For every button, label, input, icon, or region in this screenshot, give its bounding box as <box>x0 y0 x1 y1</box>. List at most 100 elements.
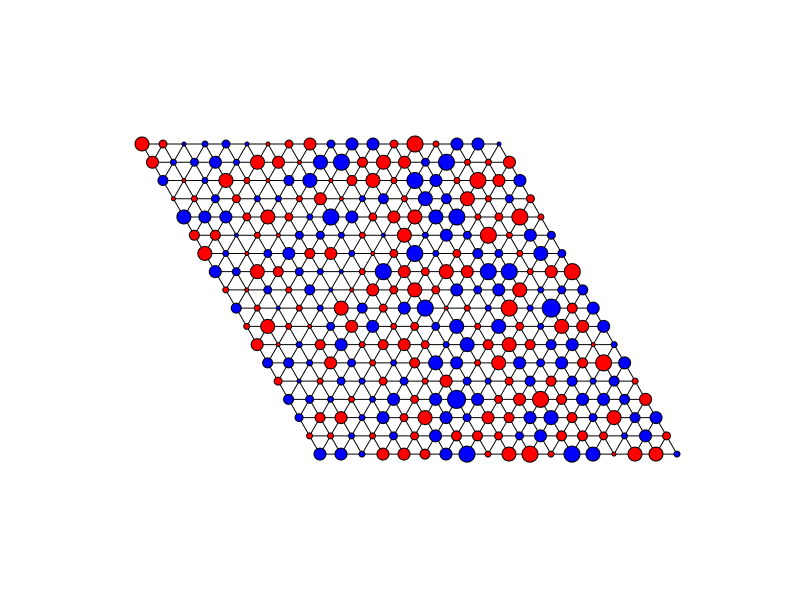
node <box>492 283 506 297</box>
edge <box>613 435 625 455</box>
node <box>431 321 441 331</box>
node <box>324 356 338 370</box>
node <box>494 248 504 258</box>
node <box>337 231 345 239</box>
edge <box>330 180 342 199</box>
node <box>358 450 366 458</box>
edge <box>309 362 321 382</box>
node <box>513 173 527 187</box>
edge <box>277 289 290 309</box>
edge <box>361 435 373 455</box>
node <box>295 341 303 349</box>
node <box>555 356 569 370</box>
node <box>649 411 663 425</box>
node <box>307 323 313 329</box>
node <box>244 250 250 256</box>
edge <box>172 180 185 199</box>
node <box>429 429 443 443</box>
node <box>547 450 555 458</box>
edge <box>488 143 500 163</box>
node <box>586 301 600 315</box>
edge <box>351 417 363 437</box>
node <box>447 389 467 409</box>
edge <box>361 234 374 254</box>
node <box>328 287 334 293</box>
node <box>190 195 198 203</box>
node <box>439 447 453 461</box>
node <box>406 171 424 189</box>
node <box>631 377 639 385</box>
edge <box>361 253 374 272</box>
node <box>389 139 399 149</box>
node <box>285 286 293 294</box>
edge <box>351 271 363 291</box>
node <box>273 376 283 386</box>
node <box>440 193 452 205</box>
node <box>428 355 444 371</box>
node <box>462 230 472 240</box>
node <box>369 359 377 367</box>
node <box>378 376 388 386</box>
edge <box>288 289 300 309</box>
node <box>387 392 401 406</box>
node <box>443 305 449 311</box>
node <box>326 321 336 331</box>
edge <box>246 180 258 199</box>
node <box>516 249 524 257</box>
node <box>537 286 545 294</box>
node <box>541 298 561 318</box>
node <box>294 413 304 423</box>
node <box>474 322 482 330</box>
node <box>369 432 377 440</box>
node <box>449 318 465 334</box>
edge <box>361 399 374 418</box>
node <box>491 355 507 371</box>
node <box>169 158 177 166</box>
edge <box>267 180 279 199</box>
node <box>295 304 303 312</box>
node <box>503 412 515 424</box>
node <box>673 450 681 458</box>
node <box>285 322 293 330</box>
lattice-edges <box>141 143 678 455</box>
node <box>345 319 359 333</box>
node <box>479 226 497 244</box>
node <box>566 412 578 424</box>
node <box>639 392 653 406</box>
edge <box>193 180 206 199</box>
node <box>590 342 596 348</box>
edge <box>351 234 363 254</box>
node <box>322 208 340 226</box>
edge <box>183 180 195 199</box>
node <box>484 450 492 458</box>
edge <box>246 307 258 327</box>
edge <box>298 344 311 364</box>
node <box>396 227 412 243</box>
node <box>327 395 335 403</box>
node <box>209 229 221 241</box>
node <box>537 322 545 330</box>
node <box>181 141 187 147</box>
edge <box>351 399 363 418</box>
node <box>566 302 578 314</box>
node <box>275 342 281 348</box>
node <box>314 339 326 351</box>
node <box>390 176 398 184</box>
node <box>263 285 273 295</box>
node <box>314 412 326 424</box>
node <box>283 357 295 369</box>
node <box>294 230 304 240</box>
edge <box>298 362 311 382</box>
node <box>222 249 230 257</box>
node <box>390 359 398 367</box>
edge <box>288 326 300 345</box>
edge <box>361 344 374 364</box>
node <box>170 196 176 202</box>
node <box>450 137 464 151</box>
node <box>484 377 492 385</box>
node <box>500 299 518 317</box>
edge <box>529 271 542 291</box>
node <box>536 358 546 368</box>
edge <box>298 326 311 345</box>
